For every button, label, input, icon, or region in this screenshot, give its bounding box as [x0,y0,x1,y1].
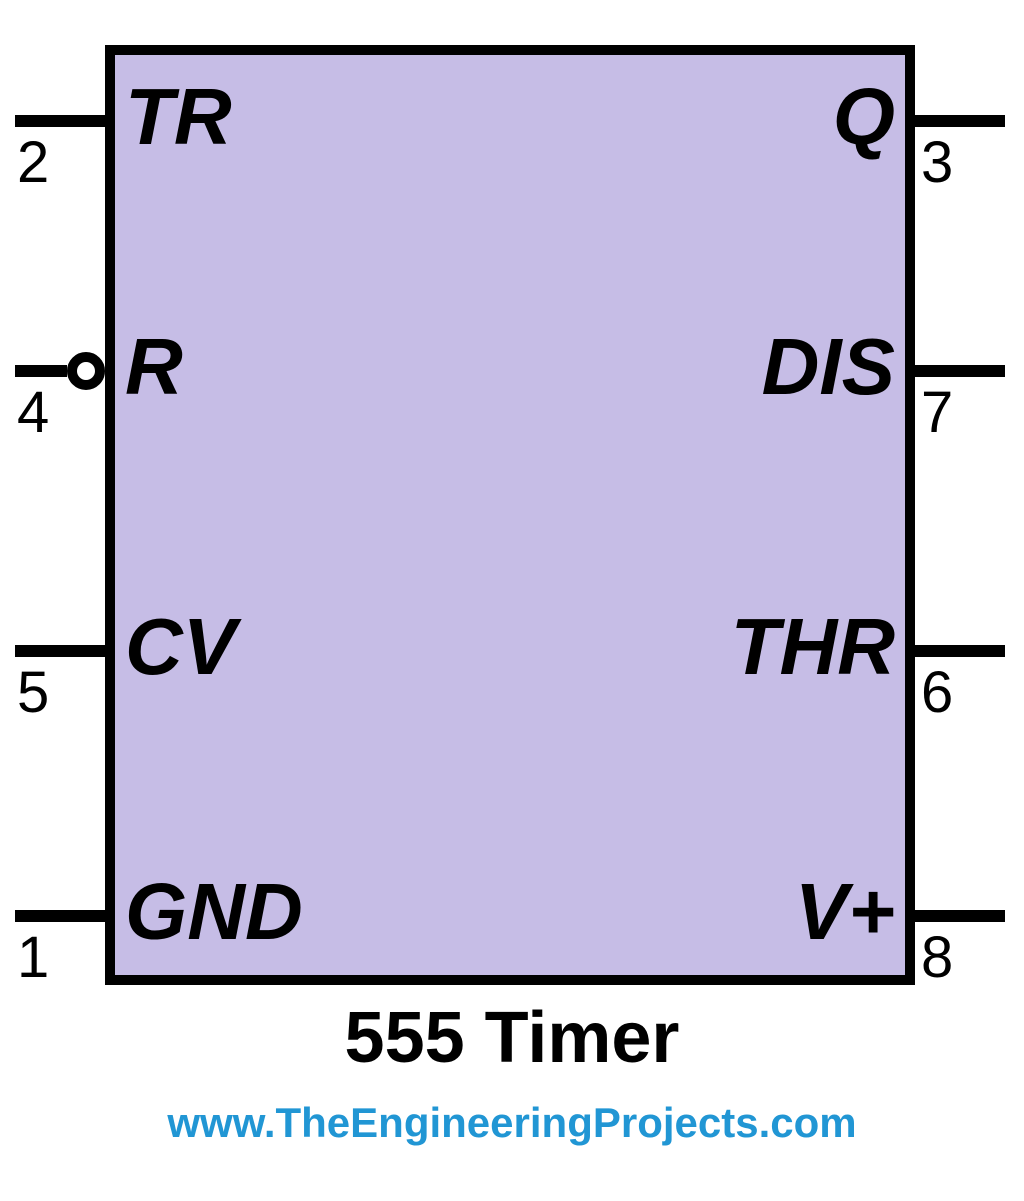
pin-label-right-1: DIS [575,321,895,413]
pin-label-right-2: THR [575,601,895,693]
pin-number-right-2: 6 [921,659,953,726]
pin-number-right-3: 8 [921,924,953,991]
pin-label-right-0: Q [575,71,895,163]
pin-line-left-1 [15,365,67,377]
pin-number-right-1: 7 [921,379,953,446]
pin-number-left-2: 5 [17,659,49,726]
pin-line-left-2 [15,645,105,657]
footer-url: www.TheEngineeringProjects.com [167,1099,856,1147]
pinout-diagram: TR 2 R 4 CV 5 GND 1 Q3 DIS 7 THR 6 V+ 8 555 Timer www… [0,0,1024,1201]
pin-label-right-3: V+ [575,866,895,958]
pin-line-right-0 [915,115,1005,127]
pin-label-left-3: GND [125,866,303,958]
pin-label-left-1: R [125,321,183,413]
pin-line-right-1 [915,365,1005,377]
pin-line-right-2 [915,645,1005,657]
chip-body [105,45,915,985]
pin-number-right-0: 3 [921,129,953,196]
pin-number-left-3: 1 [17,924,49,991]
pin-number-left-1: 4 [17,379,49,446]
inversion-circle [67,352,105,390]
pin-number-left-0: 2 [17,129,49,196]
pin-line-left-3 [15,910,105,922]
pin-line-left-0 [15,115,105,127]
pin-line-right-3 [915,910,1005,922]
pin-label-left-2: CV [125,601,236,693]
pin-label-left-0: TR [125,71,232,163]
chip-title: 555 Timer [345,997,680,1079]
